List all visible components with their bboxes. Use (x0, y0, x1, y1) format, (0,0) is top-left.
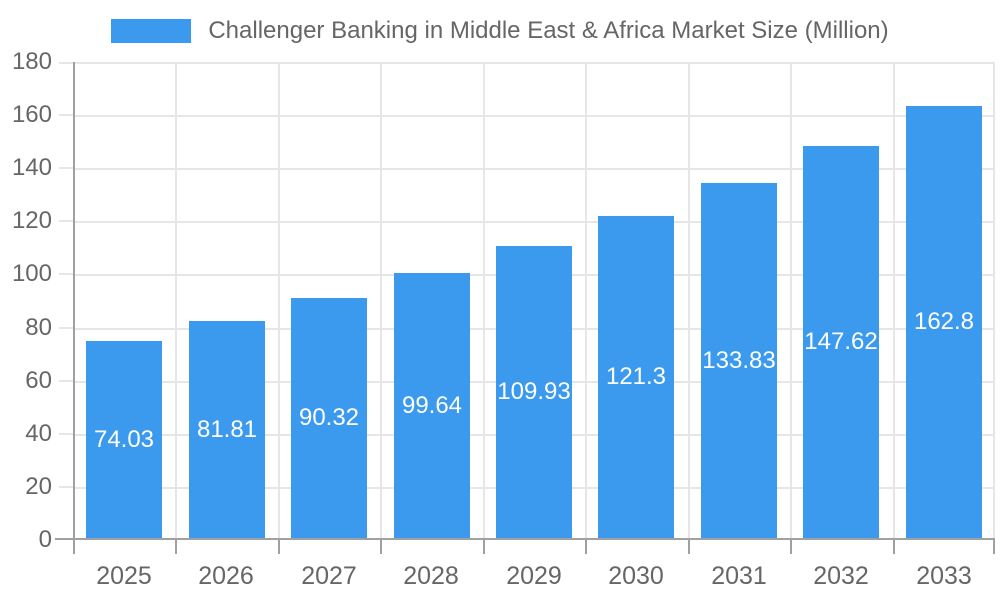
v-gridline (483, 62, 485, 538)
bar-value-label: 121.3 (605, 363, 667, 390)
v-gridline (175, 62, 177, 538)
bar-value-label: 90.32 (298, 404, 360, 431)
x-tick (73, 540, 75, 554)
x-tick-label: 2025 (96, 562, 152, 590)
x-tick-label: 2030 (608, 562, 664, 590)
y-tick (59, 167, 73, 169)
bar-value-label: 81.81 (196, 415, 258, 443)
y-tick (59, 114, 73, 116)
v-gridline (790, 62, 792, 538)
y-tick-label: 120 (11, 207, 52, 234)
bar[interactable] (189, 321, 265, 538)
y-tick (59, 273, 73, 275)
bar[interactable] (394, 273, 470, 538)
bar[interactable] (906, 106, 982, 538)
x-tick-label: 2029 (506, 562, 562, 590)
y-tick (59, 380, 73, 382)
plot-area: 0 20 40 60 80 100 120 140 160 180 74.03 2025 81.81 20… (12, 50, 995, 590)
y-tick-label: 40 (25, 420, 52, 447)
bar[interactable] (291, 298, 367, 538)
y-tick-label: 180 (11, 48, 52, 75)
y-tick (59, 62, 73, 64)
x-tick (993, 540, 995, 554)
bar[interactable] (496, 246, 572, 538)
v-gridline (893, 62, 895, 538)
x-tick (278, 540, 280, 554)
x-tick-label: 2032 (813, 562, 869, 590)
x-tick (175, 540, 177, 554)
x-tick (380, 540, 382, 554)
x-tick (483, 540, 485, 554)
h-gridline (73, 115, 995, 117)
y-tick (59, 327, 73, 329)
y-tick-label: 80 (25, 314, 52, 341)
bar-value-label: 99.64 (401, 391, 463, 419)
h-gridline (73, 62, 995, 64)
y-tick-label: 160 (11, 101, 52, 128)
bar[interactable] (803, 146, 879, 538)
bar-value-label: 109.93 (497, 378, 571, 405)
x-axis-line (55, 538, 995, 540)
y-tick-label: 100 (11, 260, 52, 287)
x-tick-label: 2026 (198, 562, 254, 590)
y-tick (59, 433, 73, 435)
v-gridline (585, 62, 587, 538)
x-tick-label: 2027 (301, 562, 357, 590)
bar-value-label: 147.62 (804, 328, 878, 355)
bar-value-label: 74.03 (93, 425, 155, 453)
bar-value-label: 162.8 (913, 308, 975, 335)
x-tick-label: 2028 (403, 562, 459, 590)
x-tick (688, 540, 690, 554)
y-tick-label: 60 (25, 367, 52, 394)
x-tick-label: 2033 (916, 562, 972, 590)
v-gridline (688, 62, 690, 538)
h-gridline (73, 168, 995, 170)
x-tick-label: 2031 (711, 562, 767, 590)
y-tick-label: 20 (25, 473, 52, 500)
y-axis-line (73, 62, 75, 540)
v-gridline (993, 62, 995, 538)
h-gridline (73, 221, 995, 223)
x-tick (893, 540, 895, 554)
v-gridline (380, 62, 382, 538)
bar-value-label: 133.83 (702, 346, 776, 374)
bar[interactable] (86, 341, 162, 538)
bar[interactable] (701, 183, 777, 538)
y-tick (59, 486, 73, 488)
x-tick (790, 540, 792, 554)
y-tick-label: 0 (38, 526, 52, 553)
legend-item[interactable]: Challenger Banking in Middle East & Afri… (0, 17, 1000, 45)
legend-swatch-icon (111, 19, 192, 43)
bar[interactable] (598, 216, 674, 538)
x-tick (585, 540, 587, 554)
v-gridline (278, 62, 280, 538)
y-tick (59, 220, 73, 222)
legend-label: Challenger Banking in Middle East & Afri… (208, 17, 889, 44)
y-tick-label: 140 (11, 154, 52, 181)
